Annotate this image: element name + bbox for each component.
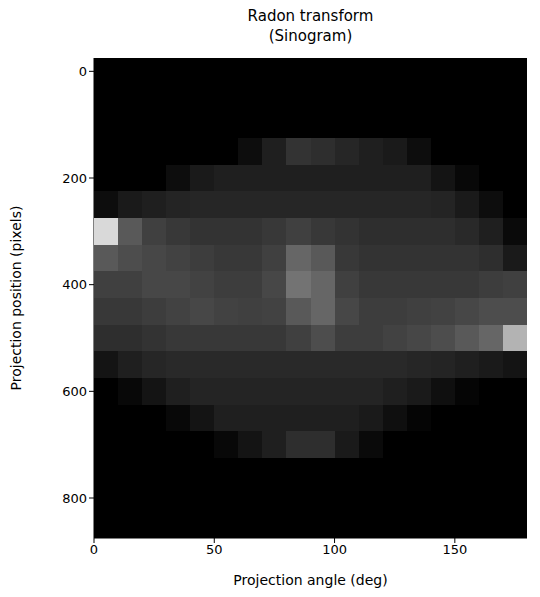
svg-text:100: 100 bbox=[322, 542, 347, 557]
svg-text:Projection position (pixels): Projection position (pixels) bbox=[8, 206, 24, 391]
html-text:Radon transform: Radon transform bbox=[247, 7, 374, 25]
svg-text:150: 150 bbox=[442, 542, 467, 557]
html-text:(Sinogram): (Sinogram) bbox=[268, 27, 353, 45]
svg-text:400: 400 bbox=[62, 277, 87, 292]
svg-text:0: 0 bbox=[90, 542, 98, 557]
svg-text:0: 0 bbox=[79, 64, 87, 79]
svg-text:800: 800 bbox=[62, 491, 87, 506]
svg-text:Projection angle (deg): Projection angle (deg) bbox=[233, 572, 387, 588]
svg-text:50: 50 bbox=[206, 542, 223, 557]
svg-text:200: 200 bbox=[62, 171, 87, 186]
svg-text:600: 600 bbox=[62, 384, 87, 399]
